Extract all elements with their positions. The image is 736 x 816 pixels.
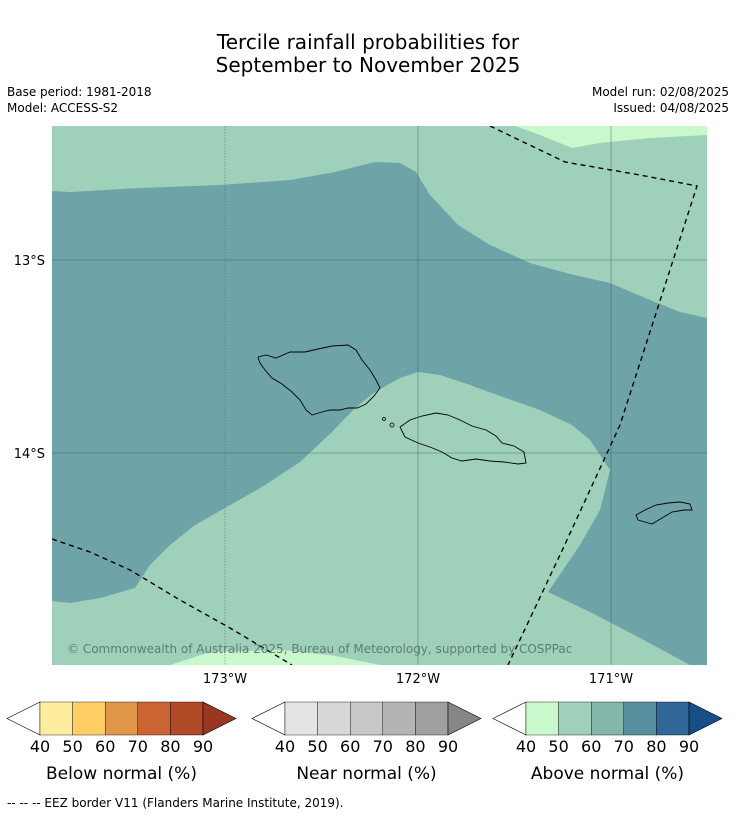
colorbar-tick-label: 80 [405,737,425,756]
colorbar-segment [284,701,318,736]
colorbar-label: Near normal (%) [296,764,436,784]
map-panel: © Commonwealth of Australia 2025, Bureau… [52,126,707,665]
colorbar-segment [591,701,625,736]
colorbar-tick-label: 50 [307,737,327,756]
lon-label-173w: 173°W [203,672,247,687]
colorbar-legend: 40 50 60 70 80 90 Below normal (%) 40 50 60 70 80 90… [6,701,723,784]
colorbar-3: 40 50 60 70 80 90 Above normal (%) [492,701,723,784]
colorbar-tick-label: 60 [340,737,360,756]
colorbar-tick-label: 90 [679,737,699,756]
colorbar-label: Below normal (%) [46,764,197,784]
tutuila-island [635,501,693,525]
lat-label-13s: 13°S [14,254,45,269]
colorbar-under-triangle [251,701,286,736]
title-line-1: Tercile rainfall probabilities for [216,30,520,54]
title-line-2: September to November 2025 [215,53,521,77]
above-40-50-region-bottom [170,650,380,665]
eez-border [52,126,698,665]
base-period: Base period: 1981-2018 [7,85,152,99]
colorbar-segment [382,701,416,736]
manono-islet [382,417,386,421]
colorbar-tick-label: 50 [548,737,568,756]
colorbar-segment [623,701,657,736]
gridlines [52,126,707,665]
colorbar-under-triangle [6,701,41,736]
colorbar-tick-label: 70 [373,737,393,756]
colorbar-tick-label: 90 [193,737,213,756]
meta-left: Base period: 1981-2018 Model: ACCESS-S2 [7,84,152,116]
colorbar-tick-label: 50 [62,737,82,756]
eez-footnote: -- -- -- EEZ border V11 (Flanders Marine… [7,796,344,810]
lat-label-14s: 14°S [14,447,45,462]
colorbar-segment [170,701,204,736]
colorbar-segment [656,701,690,736]
meta-right: Model run: 02/08/2025 Issued: 04/08/2025 [592,84,729,116]
colorbar-over-triangle [202,701,237,736]
colorbar-segment [72,701,106,736]
colorbar-tick-label: 40 [275,737,295,756]
colorbar-segment [39,701,73,736]
colorbar-tick-label: 70 [128,737,148,756]
colorbar-segment [525,701,559,736]
colorbar-tick-label: 40 [516,737,536,756]
apolima-islet [389,422,395,428]
colorbar-segment [558,701,592,736]
colorbar-segment [317,701,351,736]
colorbar-segment [415,701,449,736]
model-name: Model: ACCESS-S2 [7,101,119,115]
copyright-text: © Commonwealth of Australia 2025, Bureau… [67,642,572,656]
colorbar-over-triangle [447,701,482,736]
colorbar-over-triangle [688,701,723,736]
colorbar-label: Above normal (%) [531,764,684,784]
colorbar-segment [350,701,384,736]
colorbar-tick-label: 40 [30,737,50,756]
colorbar-tick-label: 80 [160,737,180,756]
model-run: Model run: 02/08/2025 [591,85,729,99]
lon-label-172w: 172°W [396,672,440,687]
savaii-island [257,344,381,416]
upolu-island [399,412,527,465]
above-70-80-region [52,162,707,665]
issued-date: Issued: 04/08/2025 [613,101,729,115]
colorbar-segment [137,701,171,736]
colorbar-under-triangle [492,701,527,736]
colorbar-segment [104,701,138,736]
lon-label-171w: 171°W [589,672,633,687]
colorbar-tick-label: 80 [646,737,666,756]
colorbar-tick-label: 60 [95,737,115,756]
colorbar-tick-label: 90 [438,737,458,756]
colorbar-tick-label: 70 [614,737,634,756]
colorbar-tick-label: 60 [581,737,601,756]
colorbar-1: 40 50 60 70 80 90 Below normal (%) [6,701,237,784]
chart-title: Tercile rainfall probabilities for Septe… [0,31,736,77]
